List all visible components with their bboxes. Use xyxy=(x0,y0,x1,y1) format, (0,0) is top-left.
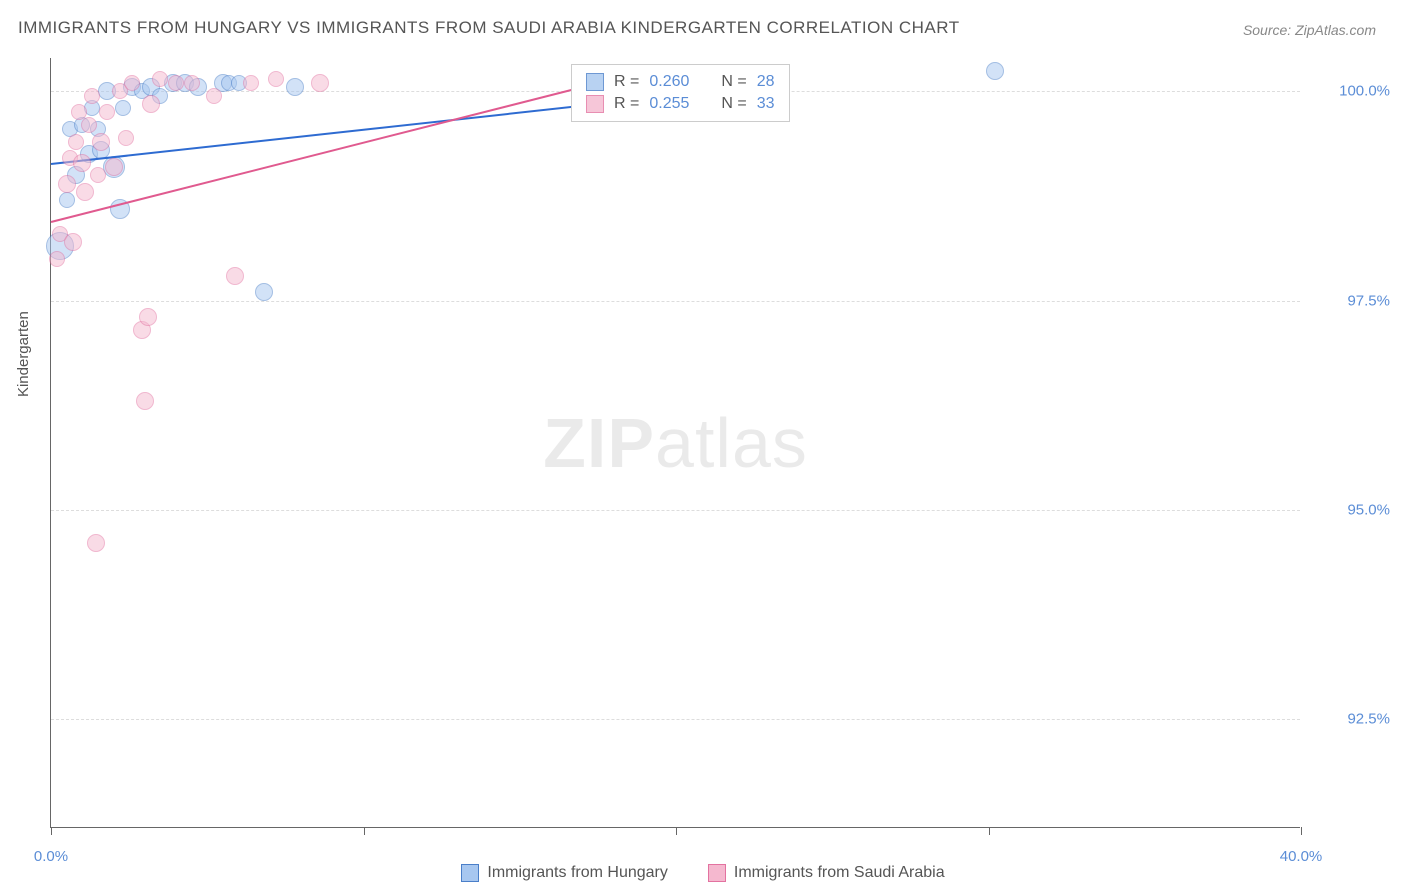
scatter-point xyxy=(152,71,168,87)
stat-n-value: 33 xyxy=(757,95,775,113)
y-tick-label: 95.0% xyxy=(1310,501,1390,518)
legend-label-saudi: Immigrants from Saudi Arabia xyxy=(734,864,945,882)
bottom-legend: Immigrants from Hungary Immigrants from … xyxy=(0,864,1406,882)
scatter-point xyxy=(68,134,84,150)
x-tick xyxy=(1301,827,1302,835)
stat-r-value: 0.260 xyxy=(649,73,689,91)
y-tick-label: 100.0% xyxy=(1310,83,1390,100)
x-tick-label: 0.0% xyxy=(34,848,68,865)
legend-label-hungary: Immigrants from Hungary xyxy=(487,864,668,882)
scatter-point xyxy=(986,62,1004,80)
gridline-h xyxy=(51,510,1300,511)
scatter-point xyxy=(136,392,154,410)
stat-r-label: R = xyxy=(614,95,639,113)
scatter-point xyxy=(76,183,94,201)
scatter-point xyxy=(184,75,200,91)
scatter-point xyxy=(73,154,91,172)
scatter-point xyxy=(255,283,273,301)
x-tick xyxy=(51,827,52,835)
scatter-point xyxy=(90,167,106,183)
scatter-point xyxy=(286,78,304,96)
scatter-point xyxy=(81,117,97,133)
scatter-point xyxy=(59,192,75,208)
y-tick-label: 92.5% xyxy=(1310,711,1390,728)
source-attribution: Source: ZipAtlas.com xyxy=(1243,22,1376,38)
scatter-point xyxy=(124,75,140,91)
gridline-h xyxy=(51,301,1300,302)
y-tick-label: 97.5% xyxy=(1310,292,1390,309)
scatter-point xyxy=(139,308,157,326)
scatter-point xyxy=(87,534,105,552)
scatter-point xyxy=(142,95,160,113)
stat-n-value: 28 xyxy=(757,73,775,91)
x-tick xyxy=(676,827,677,835)
stat-n-label: N = xyxy=(721,95,746,113)
legend-item-saudi: Immigrants from Saudi Arabia xyxy=(708,864,945,882)
legend-item-hungary: Immigrants from Hungary xyxy=(461,864,668,882)
chart-title: IMMIGRANTS FROM HUNGARY VS IMMIGRANTS FR… xyxy=(18,18,960,38)
scatter-point xyxy=(99,104,115,120)
scatter-point xyxy=(118,130,134,146)
scatter-point xyxy=(49,251,65,267)
stats-swatch xyxy=(586,95,604,113)
x-tick xyxy=(364,827,365,835)
scatter-point xyxy=(268,71,284,87)
stats-legend: R = 0.260 N = 28 R = 0.255 N = 33 xyxy=(571,64,790,122)
gridline-h xyxy=(51,719,1300,720)
scatter-point xyxy=(84,88,100,104)
scatter-point xyxy=(243,75,259,91)
x-tick xyxy=(989,827,990,835)
watermark: ZIPatlas xyxy=(543,403,808,483)
x-tick-label: 40.0% xyxy=(1280,848,1323,865)
stat-r-value: 0.255 xyxy=(649,95,689,113)
scatter-point xyxy=(64,233,82,251)
swatch-hungary xyxy=(461,864,479,882)
stats-legend-row: R = 0.255 N = 33 xyxy=(586,93,775,115)
scatter-point xyxy=(311,74,329,92)
stat-r-label: R = xyxy=(614,73,639,91)
scatter-point xyxy=(92,133,110,151)
scatter-point xyxy=(58,175,76,193)
scatter-point xyxy=(168,75,184,91)
scatter-point xyxy=(206,88,222,104)
scatter-point xyxy=(115,100,131,116)
y-axis-label: Kindergarten xyxy=(15,311,32,397)
stat-n-label: N = xyxy=(721,73,746,91)
stats-swatch xyxy=(586,73,604,91)
scatter-point xyxy=(105,158,123,176)
stats-legend-row: R = 0.260 N = 28 xyxy=(586,71,775,93)
scatter-point xyxy=(226,267,244,285)
chart-plot-area: ZIPatlas 100.0%97.5%95.0%92.5%0.0%40.0%R… xyxy=(50,58,1300,828)
swatch-saudi xyxy=(708,864,726,882)
